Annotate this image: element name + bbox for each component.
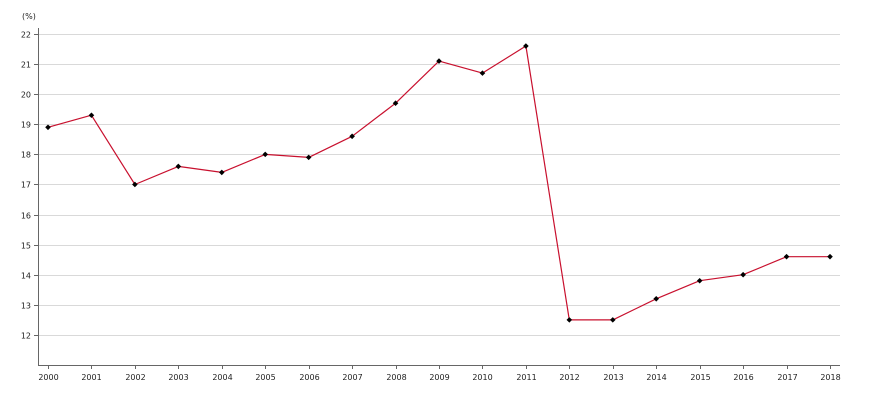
x-tick-label: 2012 xyxy=(559,373,579,382)
x-tick-label: 2017 xyxy=(777,373,797,382)
x-tick-label: 2002 xyxy=(125,373,145,382)
y-tick-label: 19 xyxy=(21,121,31,130)
x-tick-label: 2003 xyxy=(168,373,188,382)
x-tick-label: 2001 xyxy=(81,373,101,382)
data-point-2014 xyxy=(653,296,660,302)
data-point-2000 xyxy=(45,124,51,131)
y-tick-labels: 12 13 14 15 16 17 18 19 20 21 22 xyxy=(21,31,31,341)
x-tick-label: 2015 xyxy=(690,373,710,382)
x-tick-label: 2008 xyxy=(386,373,406,382)
x-tick-labels: 2000 2001 2002 2003 2004 2005 2006 2007 2008 2009… xyxy=(38,373,840,382)
y-tick-label: 15 xyxy=(21,242,31,251)
data-point-2004 xyxy=(218,169,225,176)
y-unit-label: (%) xyxy=(22,12,36,21)
x-tick-label: 2006 xyxy=(299,373,319,382)
x-tick-label: 2000 xyxy=(38,373,58,382)
data-point-2012 xyxy=(566,317,573,323)
data-point-2018 xyxy=(827,253,833,260)
x-tick-label: 2009 xyxy=(429,373,449,382)
x-tick-label: 2005 xyxy=(255,373,275,382)
y-tick-label: 14 xyxy=(21,272,31,281)
data-point-2008 xyxy=(392,100,399,107)
data-series xyxy=(47,45,830,321)
data-point-2011 xyxy=(523,43,529,49)
y-tick-label: 22 xyxy=(21,31,31,40)
y-tick-label: 13 xyxy=(21,302,31,311)
data-point-2005 xyxy=(262,151,269,158)
x-tick-label: 2007 xyxy=(342,373,362,382)
data-point-2016 xyxy=(740,271,746,278)
data-point-2002 xyxy=(132,181,138,188)
x-tick-label: 2011 xyxy=(516,373,536,382)
data-point-2013 xyxy=(609,317,616,323)
x-tick-label: 2004 xyxy=(212,373,232,382)
axes xyxy=(34,28,840,369)
data-point-2017 xyxy=(783,253,790,260)
grid-lines xyxy=(38,34,840,336)
data-markers xyxy=(45,43,833,323)
data-point-2001 xyxy=(88,112,95,119)
y-tick-label: 16 xyxy=(21,212,31,221)
data-point-2003 xyxy=(175,163,182,170)
series-line xyxy=(47,45,830,321)
y-tick-label: 20 xyxy=(21,91,31,100)
data-point-2006 xyxy=(305,154,312,161)
x-tick-label: 2014 xyxy=(646,373,666,382)
data-point-2007 xyxy=(349,133,355,140)
x-tick-label: 2018 xyxy=(820,373,840,382)
data-point-2010 xyxy=(479,70,486,76)
y-tick-label: 21 xyxy=(21,61,31,70)
y-tick-label: 18 xyxy=(21,151,31,160)
x-tick-label: 2013 xyxy=(603,373,623,382)
data-point-2015 xyxy=(696,277,703,284)
x-tick-label: 2016 xyxy=(733,373,753,382)
y-tick-label: 12 xyxy=(21,332,31,341)
data-point-2009 xyxy=(436,58,442,64)
x-tick-label: 2010 xyxy=(472,373,492,382)
y-tick-label: 17 xyxy=(21,181,31,190)
